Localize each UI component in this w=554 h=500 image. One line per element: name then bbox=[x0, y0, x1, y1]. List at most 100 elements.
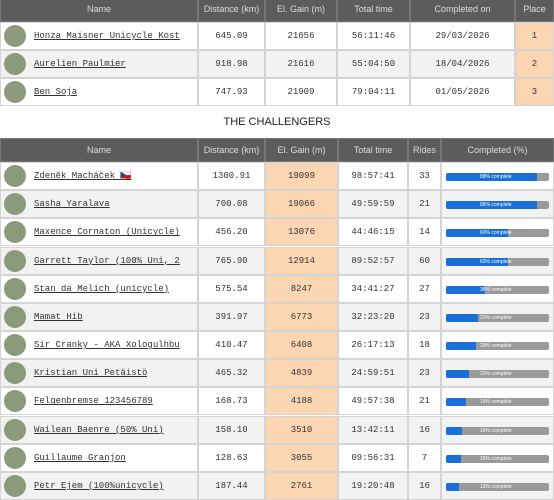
data-cell: 09:56:31 bbox=[338, 443, 408, 472]
data-cell: 700.08 bbox=[198, 190, 265, 219]
progress-fill bbox=[446, 454, 462, 463]
name-cell: Sir Cranky - AKA Xologulhbu bbox=[0, 331, 198, 360]
data-cell: 918.98 bbox=[198, 50, 265, 78]
data-cell: 4839 bbox=[265, 359, 338, 388]
progress-fill bbox=[446, 482, 460, 491]
data-cell: 29/03/2026 bbox=[410, 22, 515, 50]
data-cell: 4188 bbox=[265, 387, 338, 416]
data-cell: 19:20:48 bbox=[338, 471, 408, 500]
data-cell: 1300.91 bbox=[198, 162, 265, 191]
avatar bbox=[4, 249, 26, 272]
name-cell: Wailean Baenre (50% Uni) bbox=[0, 415, 198, 444]
header-cell: Total time bbox=[338, 138, 408, 162]
progress-bar: 22% complete bbox=[446, 370, 549, 379]
data-cell: 98:57:41 bbox=[338, 162, 408, 191]
name-cell: Felgenbremse 123456789 bbox=[0, 387, 198, 416]
progress-label: 60% complete bbox=[480, 230, 512, 237]
data-cell: 21656 bbox=[265, 22, 337, 50]
data-cell: 56:11:46 bbox=[337, 22, 410, 50]
data-cell: 575.54 bbox=[198, 274, 265, 303]
progress-cell: 13% complete bbox=[441, 471, 554, 500]
data-cell: 391.97 bbox=[198, 302, 265, 331]
rider-name[interactable]: Aurelien Paulmier bbox=[34, 59, 126, 69]
data-cell: 16 bbox=[408, 415, 441, 444]
avatar bbox=[4, 277, 26, 300]
header-cell: Place bbox=[515, 0, 554, 22]
data-cell: 410.47 bbox=[198, 331, 265, 360]
data-cell: 21 bbox=[408, 190, 441, 219]
data-cell: 21616 bbox=[265, 50, 337, 78]
data-cell: 24:59:51 bbox=[338, 359, 408, 388]
rider-name[interactable]: Sir Cranky - AKA Xologulhbu bbox=[34, 340, 180, 351]
rider-name[interactable]: Felgenbremse 123456789 bbox=[34, 396, 153, 407]
avatar bbox=[4, 446, 26, 469]
rider-name[interactable]: Ben Soja bbox=[34, 87, 78, 97]
name-cell: Aurelien Paulmier bbox=[0, 50, 198, 78]
progress-fill bbox=[446, 285, 486, 294]
name-cell: Petr Ejem (100%unicycle) bbox=[0, 471, 198, 500]
data-cell: 13:42:11 bbox=[338, 415, 408, 444]
progress-bar: 13% complete bbox=[446, 482, 549, 491]
header-cell: Distance (km) bbox=[198, 0, 265, 22]
progress-bar: 88% complete bbox=[446, 201, 549, 210]
progress-fill bbox=[446, 257, 508, 266]
avatar bbox=[4, 25, 26, 47]
rider-name[interactable]: Honza Maisner Unicycle Kost bbox=[34, 31, 180, 41]
rider-name[interactable]: Maxence Cornaton (Unicycle) bbox=[34, 227, 180, 238]
name-cell: Ben Soja bbox=[0, 78, 198, 106]
data-cell: 6773 bbox=[265, 302, 338, 331]
avatar bbox=[4, 193, 26, 216]
rider-name[interactable]: Petr Ejem (100%unicycle) bbox=[34, 480, 164, 491]
data-cell: 747.93 bbox=[198, 78, 265, 106]
data-cell: 187.44 bbox=[198, 471, 265, 500]
data-cell: 14 bbox=[408, 218, 441, 247]
data-cell: 456.20 bbox=[198, 218, 265, 247]
rider-name[interactable]: Zdeněk Macháček 🇨🇿 bbox=[34, 171, 132, 182]
data-cell: 19099 bbox=[265, 162, 338, 191]
data-cell: 465.32 bbox=[198, 359, 265, 388]
data-cell: 6408 bbox=[265, 331, 338, 360]
progress-bar: 19% complete bbox=[446, 398, 549, 407]
progress-label: 15% complete bbox=[480, 455, 512, 462]
data-cell: 33 bbox=[408, 162, 441, 191]
progress-cell: 38% complete bbox=[441, 274, 554, 303]
data-cell: 26:17:13 bbox=[338, 331, 408, 360]
data-cell: 21909 bbox=[265, 78, 337, 106]
data-cell: 16 bbox=[408, 471, 441, 500]
name-cell: Maxence Cornaton (Unicycle) bbox=[0, 218, 198, 247]
avatar bbox=[4, 81, 26, 103]
progress-cell: 88% complete bbox=[441, 190, 554, 219]
progress-cell: 19% complete bbox=[441, 387, 554, 416]
name-cell: Honza Maisner Unicycle Kost bbox=[0, 22, 198, 50]
name-cell: Garrett Taylor (100% Uni, 2 bbox=[0, 246, 198, 275]
progress-bar: 60% complete bbox=[446, 229, 549, 238]
rider-name[interactable]: Garrett Taylor (100% Uni, 2 bbox=[34, 255, 180, 266]
avatar bbox=[4, 362, 26, 385]
progress-bar: 15% complete bbox=[446, 454, 549, 463]
data-cell: 01/05/2026 bbox=[410, 78, 515, 106]
rider-name[interactable]: Sasha Yaralava bbox=[34, 199, 110, 210]
rider-name[interactable]: Stan da Melich (unicycle) bbox=[34, 283, 170, 294]
header-cell: Completed on bbox=[410, 0, 515, 22]
progress-bar: 38% complete bbox=[446, 285, 549, 294]
header-cell: El. Gain (m) bbox=[265, 138, 338, 162]
name-cell: Sasha Yaralava bbox=[0, 190, 198, 219]
header-cell: Name bbox=[0, 0, 198, 22]
progress-cell: 31% complete bbox=[441, 302, 554, 331]
progress-bar: 88% complete bbox=[446, 173, 549, 182]
rider-name[interactable]: Kristian Uni Petäistö bbox=[34, 368, 148, 379]
header-cell: Name bbox=[0, 138, 198, 162]
rider-name[interactable]: Wailean Baenre (50% Uni) bbox=[34, 424, 164, 435]
data-cell: 60 bbox=[408, 246, 441, 275]
name-cell: Guillaume Granjon bbox=[0, 443, 198, 472]
header-cell: Distance (km) bbox=[198, 138, 265, 162]
name-cell: Stan da Melich (unicycle) bbox=[0, 274, 198, 303]
rider-name[interactable]: Guillaume Granjon bbox=[34, 452, 126, 463]
data-cell: 3510 bbox=[265, 415, 338, 444]
progress-cell: 88% complete bbox=[441, 162, 554, 191]
data-cell: 44:46:15 bbox=[338, 218, 408, 247]
name-cell: Zdeněk Macháček 🇨🇿 bbox=[0, 162, 198, 191]
progress-label: 88% complete bbox=[480, 174, 512, 181]
rider-name[interactable]: Mamat Hib bbox=[34, 311, 83, 322]
data-cell: 168.73 bbox=[198, 387, 265, 416]
